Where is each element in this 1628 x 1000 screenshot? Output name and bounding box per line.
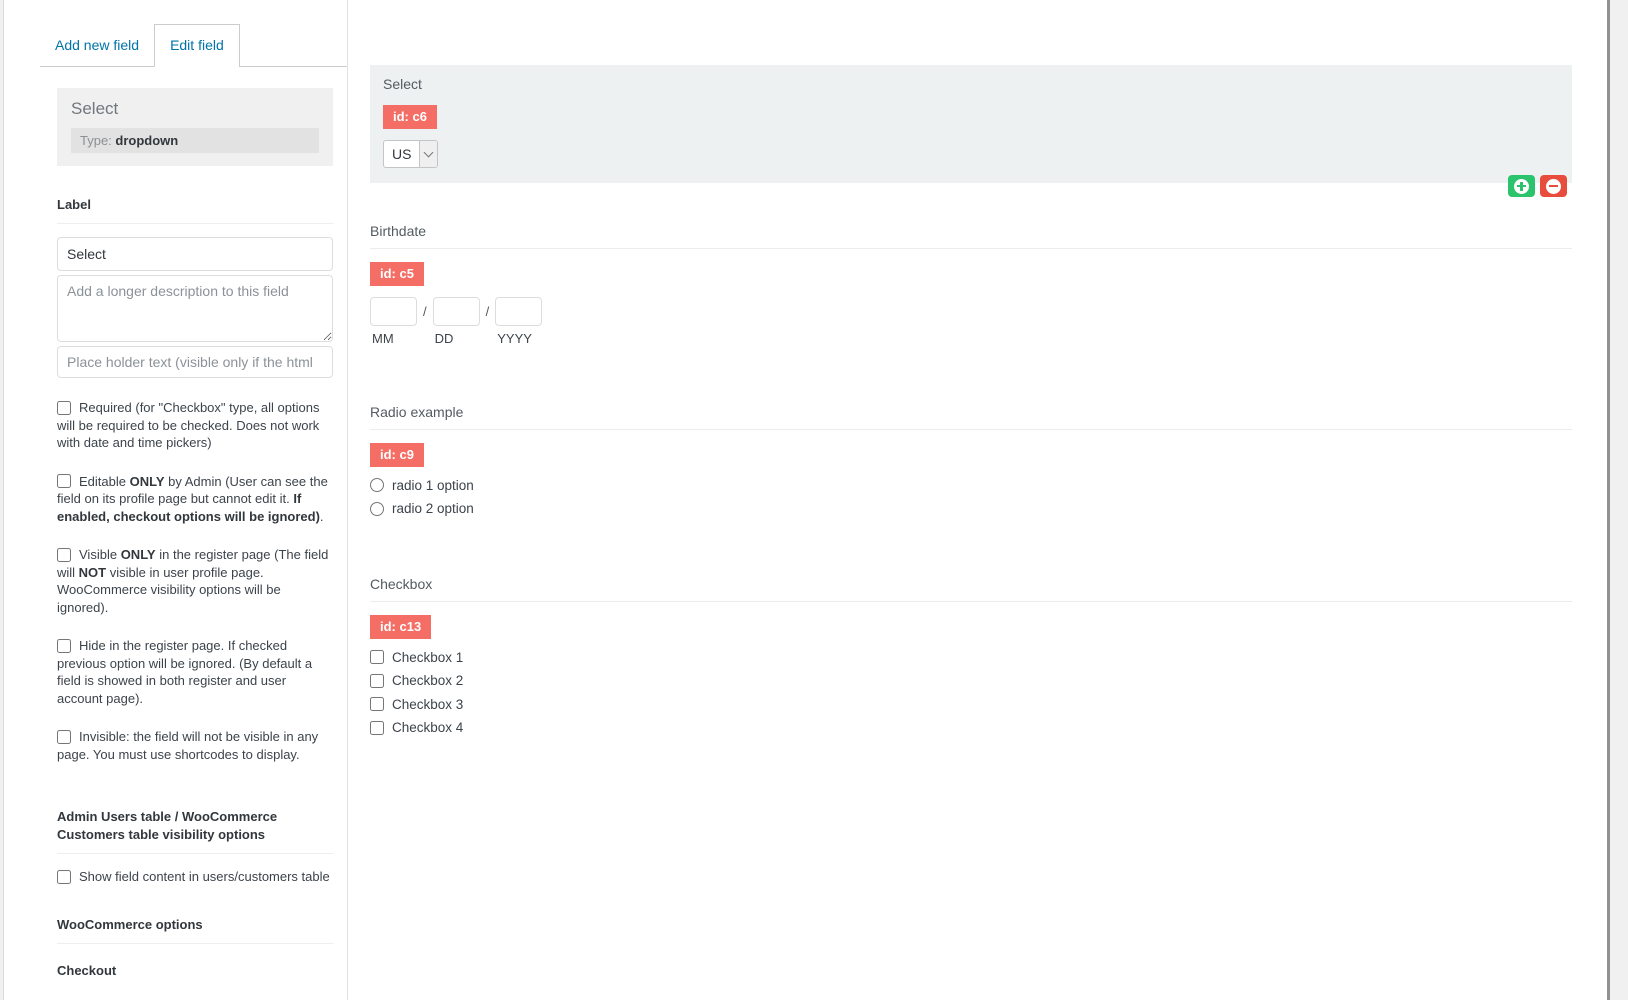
tab-add-new-field[interactable]: Add new field [55, 37, 140, 53]
radio-1-label: radio 1 option [392, 478, 474, 493]
invisible-checkbox[interactable] [57, 729, 71, 744]
add-field-button[interactable] [1508, 175, 1535, 197]
option-visible-only-register[interactable]: Visible ONLY in the register page (The f… [57, 546, 333, 616]
required-checkbox[interactable] [57, 400, 71, 415]
select-field-value: US [392, 146, 412, 162]
tabs-bar: Add new field Edit field [40, 23, 347, 67]
birthdate-month-input[interactable] [370, 297, 417, 326]
option-editable-only-admin[interactable]: Editable ONLY by Admin (User can see the… [57, 473, 333, 526]
field-type-strip: Type: dropdown [71, 128, 319, 153]
birthdate-day-caption: DD [434, 331, 454, 346]
radio-2-label: radio 2 option [392, 501, 474, 517]
checkbox-2-input[interactable] [370, 673, 384, 688]
select-field-label: Select [383, 76, 422, 92]
woocommerce-options-heading: WooCommerce options [57, 916, 333, 944]
field-type-value: dropdown [115, 133, 179, 148]
field-placeholder-input[interactable] [57, 346, 333, 378]
hide-register-checkbox[interactable] [57, 638, 71, 653]
field-preview-checkbox[interactable]: Checkbox id: c13 Checkbox 1 Checkbox 2 C… [370, 576, 1572, 737]
checkbox-option-1[interactable]: Checkbox 1 [370, 649, 1572, 666]
checkbox-option-2[interactable]: Checkbox 2 [370, 672, 1572, 689]
checkbox-option-3[interactable]: Checkbox 3 [370, 696, 1572, 713]
option-invisible[interactable]: Invisible: the field will not be visible… [57, 728, 333, 763]
select-field-id-badge: id: c6 [383, 105, 437, 129]
option-editable-label: Editable ONLY by Admin (User can see the… [57, 473, 328, 524]
option-show-field-label: Show field content in users/customers ta… [79, 869, 330, 885]
checkbox-3-label: Checkbox 3 [392, 696, 464, 712]
radio-field-label: Radio example [370, 404, 1572, 430]
field-type-title: Select [71, 99, 119, 118]
checkbox-1-input[interactable] [370, 650, 384, 665]
checkbox-4-input[interactable] [370, 720, 384, 735]
field-preview-select[interactable]: Select id: c6 US [370, 65, 1572, 183]
option-show-field-in-table[interactable]: Show field content in users/customers ta… [57, 868, 333, 886]
birthdate-year-caption: YYYY [497, 331, 532, 346]
radio-option-1[interactable]: radio 1 option [370, 477, 1572, 494]
checkbox-options: Checkbox 1 Checkbox 2 Checkbox 3 Checkbo… [370, 649, 1572, 737]
field-preview-birthdate[interactable]: Birthdate id: c5 MM / DD / YYYY [370, 223, 1572, 346]
show-field-in-table-checkbox[interactable] [57, 869, 71, 884]
field-label-input[interactable] [57, 237, 333, 271]
birthdate-field-label: Birthdate [370, 223, 1572, 249]
radio-2-input[interactable] [370, 501, 384, 516]
checkbox-2-label: Checkbox 2 [392, 673, 464, 689]
radio-1-input[interactable] [370, 478, 384, 493]
checkout-heading: Checkout [57, 962, 117, 978]
editable-only-admin-checkbox[interactable] [57, 474, 71, 489]
option-required[interactable]: Required (for "Checkbox" type, all optio… [57, 399, 333, 452]
date-separator: / [423, 304, 427, 319]
radio-option-2[interactable]: radio 2 option [370, 500, 1572, 517]
option-visible-label: Visible ONLY in the register page (The f… [57, 547, 329, 615]
page-left-edge [0, 0, 4, 1000]
field-preview-radio[interactable]: Radio example id: c9 radio 1 option radi… [370, 404, 1572, 518]
option-hide-register[interactable]: Hide in the register page. If checked pr… [57, 637, 333, 707]
tab-edit-field[interactable]: Edit field [154, 24, 240, 67]
birthdate-day-input[interactable] [432, 297, 480, 326]
birthdate-year-input[interactable] [495, 297, 543, 326]
checkbox-field-id-badge: id: c13 [370, 614, 432, 639]
checkbox-3-input[interactable] [370, 697, 384, 712]
visible-only-register-checkbox[interactable] [57, 547, 71, 562]
option-hide-label: Hide in the register page. If checked pr… [57, 638, 313, 706]
plus-icon [1514, 178, 1529, 194]
admin-table-heading: Admin Users table / WooCommerce Customer… [57, 808, 333, 855]
fields-preview-area: Select id: c6 US Birthdate id: c5 [349, 0, 1604, 1000]
label-heading: Label [57, 196, 333, 224]
option-required-label: Required (for "Checkbox" type, all optio… [57, 400, 320, 451]
remove-field-button[interactable] [1540, 175, 1567, 197]
select-field-dropdown[interactable]: US [383, 140, 439, 168]
radio-options: radio 1 option radio 2 option [370, 477, 1572, 518]
field-action-buttons [370, 175, 1572, 197]
option-invisible-label: Invisible: the field will not be visible… [57, 729, 319, 762]
birthdate-inputs: MM / DD / YYYY [370, 297, 1572, 346]
birthdate-month-caption: MM [372, 331, 394, 346]
chevron-down-icon [419, 141, 438, 167]
checkbox-option-4[interactable]: Checkbox 4 [370, 719, 1572, 736]
field-editor-sidebar: Add new field Edit field Select Type: dr… [5, 0, 348, 1000]
checkbox-4-label: Checkbox 4 [392, 720, 464, 736]
minus-icon [1546, 178, 1561, 194]
field-description-textarea[interactable] [57, 275, 333, 342]
checkbox-field-label: Checkbox [370, 576, 1572, 602]
checkbox-1-label: Checkbox 1 [392, 649, 464, 665]
content-right-edge[interactable] [1607, 0, 1628, 1000]
birthdate-field-id-badge: id: c5 [370, 262, 424, 286]
field-type-box: Select Type: dropdown [57, 88, 333, 166]
field-type-prefix: Type: [80, 133, 112, 148]
edit-field-panel: Select Type: dropdown Label Required (fo… [5, 88, 347, 1000]
date-separator: / [485, 304, 490, 319]
radio-field-id-badge: id: c9 [370, 443, 424, 467]
